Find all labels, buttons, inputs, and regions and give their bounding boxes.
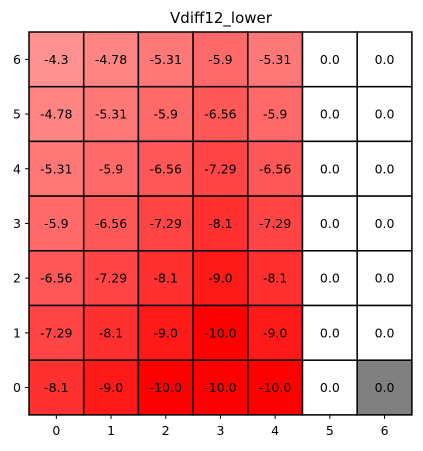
heatmap-cell	[28, 304, 85, 361]
cell-value-label: 0.0	[320, 52, 340, 67]
cell-value-label: 0.0	[375, 271, 395, 286]
cell-value-label: -5.9	[208, 52, 232, 67]
heatmap-cell	[301, 359, 358, 416]
cell-value-label: -6.56	[204, 107, 236, 122]
cell-value-label: 0.0	[375, 380, 395, 395]
cell-value-label: -5.31	[150, 52, 182, 67]
heatmap-cell	[192, 359, 249, 416]
y-tick-label: 2	[13, 271, 21, 286]
heatmap-cell	[82, 31, 140, 88]
x-tick-label: 3	[216, 423, 224, 438]
cell-value-label: -7.29	[204, 161, 236, 176]
heatmap-cell	[301, 195, 358, 252]
cell-value-label: -9.0	[263, 325, 287, 340]
cell-value-label: -10.0	[150, 380, 182, 395]
heatmap-cell	[82, 304, 140, 361]
cell-value-label: 0.0	[375, 325, 395, 340]
cell-value-label: -7.29	[259, 216, 291, 231]
heatmap-cell	[137, 85, 194, 143]
cell-value-label: -10.0	[204, 380, 236, 395]
cell-value-label: 0.0	[320, 325, 340, 340]
cell-value-label: 0.0	[320, 380, 340, 395]
cell-value-label: -7.29	[95, 271, 127, 286]
cell-value-label: -9.0	[154, 325, 178, 340]
x-tick-label: 4	[271, 423, 279, 438]
x-tick-label: 5	[326, 423, 334, 438]
y-tick-label: 5	[13, 107, 21, 122]
cell-value-label: -5.31	[95, 107, 127, 122]
cell-value-label: -5.9	[44, 216, 68, 231]
cell-value-label: -10.0	[259, 380, 291, 395]
heatmap-cell	[137, 250, 194, 307]
cell-value-label: -5.9	[154, 107, 178, 122]
cell-value-label: -6.56	[95, 216, 127, 231]
heatmap-cell	[137, 359, 194, 416]
cell-value-label: -5.9	[263, 107, 287, 122]
heatmap-cells	[28, 31, 413, 416]
y-tick-label: 4	[13, 161, 21, 176]
cell-value-label: -5.9	[99, 161, 123, 176]
heatmap-cell	[356, 359, 413, 416]
cell-value-label: -6.56	[150, 161, 182, 176]
cell-value-label: 0.0	[320, 161, 340, 176]
heatmap-cell	[356, 85, 413, 143]
cell-value-label: -8.1	[208, 216, 232, 231]
plot-frame	[28, 31, 413, 416]
cell-value-label: -8.1	[99, 325, 123, 340]
cell-value-label: -4.78	[40, 107, 72, 122]
y-tick-label: 1	[13, 325, 21, 340]
x-tick-label: 2	[162, 423, 170, 438]
heatmap-cell	[247, 359, 304, 416]
heatmap-cell-labels: -4.3 -4.78 -5.31 -5.9 -5.31 0.0 0.0 -4.78 -5.31 -…	[40, 52, 394, 395]
x-tick-label: 0	[52, 423, 60, 438]
y-tick-label: 0	[13, 380, 21, 395]
cell-value-label: 0.0	[320, 271, 340, 286]
heatmap-cell	[301, 31, 358, 88]
heatmap-cell	[247, 85, 304, 143]
cell-value-label: -5.31	[259, 52, 291, 67]
heatmap-cell	[356, 195, 413, 252]
cell-value-label: -5.31	[40, 161, 72, 176]
heatmap-cell	[192, 140, 249, 197]
y-tick-label: 3	[13, 216, 21, 231]
cell-value-label: -6.56	[259, 161, 291, 176]
cell-value-label: -10.0	[204, 325, 236, 340]
heatmap-cell	[28, 195, 85, 252]
cell-value-label: -8.1	[263, 271, 287, 286]
heatmap-cell	[28, 250, 85, 307]
cell-value-label: -9.0	[99, 380, 123, 395]
cell-value-label: -4.3	[44, 52, 68, 67]
heatmap-cell	[82, 140, 140, 197]
cell-value-label: 0.0	[375, 52, 395, 67]
heatmap-cell	[247, 140, 304, 197]
heatmap-cell	[301, 140, 358, 197]
cell-value-label: -8.1	[154, 271, 178, 286]
heatmap-cell	[356, 304, 413, 361]
cell-value-label: -6.56	[40, 271, 72, 286]
heatmap-cell	[82, 195, 140, 252]
cell-value-label: -4.78	[95, 52, 127, 67]
chart-title: Vdiff12_lower	[170, 9, 273, 28]
cell-value-label: 0.0	[375, 161, 395, 176]
cell-value-label: 0.0	[375, 216, 395, 231]
cell-value-label: -9.0	[208, 271, 232, 286]
cell-value-label: -7.29	[150, 216, 182, 231]
x-axis: 0 1 2 3 4 5 6	[52, 414, 389, 438]
x-tick-label: 1	[107, 423, 115, 438]
cell-value-label: -8.1	[44, 380, 68, 395]
heatmap-cell	[356, 140, 413, 197]
heatmap-cell	[137, 140, 194, 197]
cell-value-label: 0.0	[320, 216, 340, 231]
cell-value-label: 0.0	[320, 107, 340, 122]
cell-value-label: -7.29	[40, 325, 72, 340]
cell-value-label: 0.0	[375, 107, 395, 122]
x-tick-label: 6	[381, 423, 389, 438]
y-axis: 0 1 2 3 4 5 6	[13, 52, 29, 395]
y-tick-label: 6	[13, 52, 21, 67]
